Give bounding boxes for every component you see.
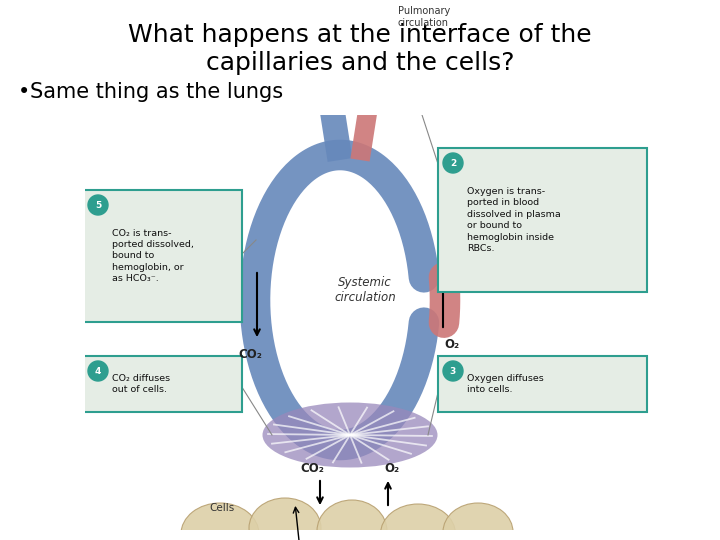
Text: What happens at the interface of the: What happens at the interface of the — [128, 23, 592, 47]
Text: capillaries and the cells?: capillaries and the cells? — [206, 51, 514, 75]
Circle shape — [443, 361, 463, 381]
Circle shape — [443, 153, 463, 173]
Ellipse shape — [181, 503, 259, 540]
Ellipse shape — [249, 498, 321, 540]
FancyBboxPatch shape — [83, 190, 242, 322]
Ellipse shape — [443, 503, 513, 540]
Text: 4: 4 — [95, 367, 102, 375]
Ellipse shape — [263, 402, 438, 468]
Ellipse shape — [380, 504, 456, 540]
Text: 3: 3 — [450, 367, 456, 375]
Text: CO₂ diffuses
out of cells.: CO₂ diffuses out of cells. — [112, 374, 170, 394]
Text: Pulmonary
circulation: Pulmonary circulation — [398, 6, 450, 28]
Text: CO₂ is trans-
ported dissolved,
bound to
hemoglobin, or
as HCO₃⁻.: CO₂ is trans- ported dissolved, bound to… — [112, 228, 194, 284]
FancyBboxPatch shape — [438, 148, 647, 292]
Text: O₂: O₂ — [444, 339, 459, 352]
Text: Systemic
circulation: Systemic circulation — [334, 276, 396, 304]
Circle shape — [88, 361, 108, 381]
Text: O₂: O₂ — [384, 462, 400, 475]
Text: CO₂: CO₂ — [238, 348, 262, 361]
Circle shape — [88, 195, 108, 215]
Text: Oxygen is trans-
ported in blood
dissolved in plasma
or bound to
hemoglobin insi: Oxygen is trans- ported in blood dissolv… — [467, 187, 561, 253]
Text: •: • — [18, 82, 30, 102]
Text: CO₂: CO₂ — [300, 462, 324, 475]
FancyBboxPatch shape — [438, 356, 647, 412]
Text: Same thing as the lungs: Same thing as the lungs — [30, 82, 283, 102]
Text: 5: 5 — [95, 200, 101, 210]
Ellipse shape — [317, 500, 387, 540]
Ellipse shape — [329, 9, 381, 51]
Text: Cells: Cells — [210, 503, 235, 513]
Text: 2: 2 — [450, 159, 456, 167]
FancyBboxPatch shape — [83, 356, 242, 412]
Text: Oxygen diffuses
into cells.: Oxygen diffuses into cells. — [467, 374, 544, 394]
